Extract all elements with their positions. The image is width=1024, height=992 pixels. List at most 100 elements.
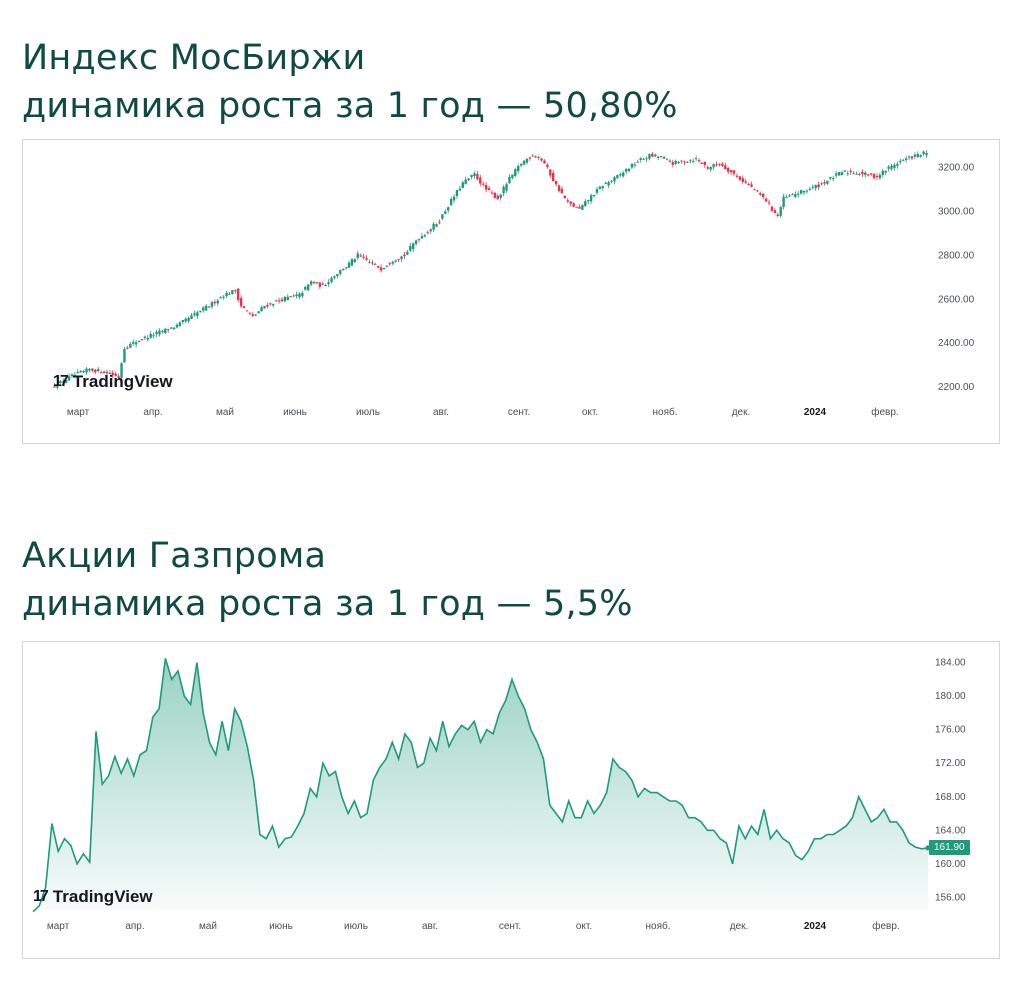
candle-body: [167, 329, 170, 331]
candle-body: [464, 179, 467, 184]
candle-body: [482, 183, 485, 185]
x-tick-label: март: [67, 407, 90, 418]
candle-body: [172, 327, 176, 330]
candle-body: [429, 229, 432, 232]
candle-body: [169, 327, 173, 329]
candle-body: [630, 163, 634, 168]
candle-body: [318, 282, 322, 287]
x-tick-label: июль: [356, 407, 380, 418]
candle-body: [563, 195, 567, 199]
candle-body: [251, 314, 254, 316]
tradingview-wordmark: TradingView: [72, 372, 173, 391]
candle-body: [94, 369, 97, 373]
x-tick-label: дек.: [730, 921, 749, 932]
candle-body: [904, 158, 908, 160]
tradingview-mark-icon: 17: [53, 373, 69, 390]
candle-body: [776, 214, 779, 216]
candle-body: [668, 160, 672, 162]
candle-body: [887, 166, 890, 169]
gazprom-area-chart: 184.00 180.00 176.00 172.00 168.00 164.00 160.…: [32, 658, 966, 932]
moex-candlestick-chart: 3200.00 3000.00 2800.00 2600.00 2400.00 2200.…: [53, 150, 975, 418]
candle-body: [709, 167, 712, 170]
candle-body: [896, 163, 899, 166]
candle-body: [741, 178, 744, 182]
candle-body: [543, 160, 546, 164]
candle-body: [210, 302, 214, 307]
candle-body: [589, 195, 593, 202]
candle-body: [336, 274, 339, 277]
candle-body: [269, 303, 272, 305]
y-tick-label: 3000.00: [938, 207, 975, 218]
candle-body: [519, 163, 523, 166]
candle-body: [277, 300, 281, 302]
candle-body: [514, 169, 517, 177]
candle-body: [875, 176, 879, 178]
candle-body: [834, 173, 838, 176]
candle-body: [324, 284, 327, 286]
x-tick-label: февр.: [871, 406, 898, 418]
candle-body: [686, 161, 689, 163]
candle-body: [680, 160, 683, 162]
candle-body: [575, 206, 578, 208]
candle-body: [239, 298, 243, 307]
candle-body: [689, 160, 692, 162]
candle-body: [648, 154, 651, 159]
candle-body: [744, 181, 747, 183]
candle-body: [703, 161, 707, 166]
candle-body: [105, 371, 109, 374]
candle-body: [216, 300, 219, 304]
candle-body: [657, 156, 660, 158]
candle-body: [152, 335, 155, 337]
candle-body: [899, 160, 902, 163]
chart-2-title-line2: динамика роста за 1 год — 5,5%: [22, 584, 633, 624]
x-tick-label: сент.: [499, 921, 521, 932]
candle-body: [371, 262, 374, 264]
candle-body: [683, 161, 686, 163]
candle-body: [753, 189, 756, 191]
candle-body: [829, 176, 832, 179]
candle-body: [155, 331, 158, 335]
candle-body: [907, 156, 911, 158]
candle-body: [184, 318, 187, 322]
candle-body: [820, 183, 823, 185]
candle-body: [245, 310, 249, 312]
candle-body: [546, 164, 549, 168]
chart-2-title: Акции Газпрома динамика роста за 1 год —…: [22, 532, 633, 628]
candle-body: [234, 290, 237, 292]
candle-body: [794, 194, 797, 198]
candle-body: [85, 368, 88, 373]
candle-body: [137, 340, 141, 343]
candle-body: [864, 172, 867, 176]
candle-body: [447, 207, 450, 211]
candle-body: [619, 173, 622, 176]
candle-body: [350, 259, 354, 266]
candle-body: [99, 372, 103, 374]
candle-body: [715, 164, 718, 166]
candle-body: [560, 188, 564, 194]
candle-body: [633, 164, 637, 166]
candle-body: [697, 160, 701, 162]
candle-body: [64, 379, 68, 383]
x-tick-label: дек.: [732, 407, 751, 418]
candle-body: [438, 222, 441, 224]
candle-body: [260, 307, 263, 312]
candle-body: [604, 182, 607, 185]
candle-body: [476, 173, 479, 180]
candle-body: [330, 278, 333, 283]
candle-body: [642, 158, 645, 160]
candle-body: [91, 368, 94, 371]
candle-body: [108, 372, 112, 374]
candle-body: [292, 295, 295, 297]
candle-body: [832, 178, 835, 180]
candle-body: [610, 180, 613, 182]
candle-body: [782, 196, 785, 208]
candle-body: [587, 200, 590, 202]
candle-body: [706, 167, 709, 169]
candle-body: [578, 206, 581, 209]
y-tick-label: 2400.00: [938, 338, 975, 349]
tradingview-logo: 17 TradingView: [33, 887, 153, 907]
candle-body: [843, 170, 847, 172]
candle-body: [263, 306, 266, 309]
candle-body: [67, 376, 71, 381]
candle-body: [73, 374, 77, 378]
